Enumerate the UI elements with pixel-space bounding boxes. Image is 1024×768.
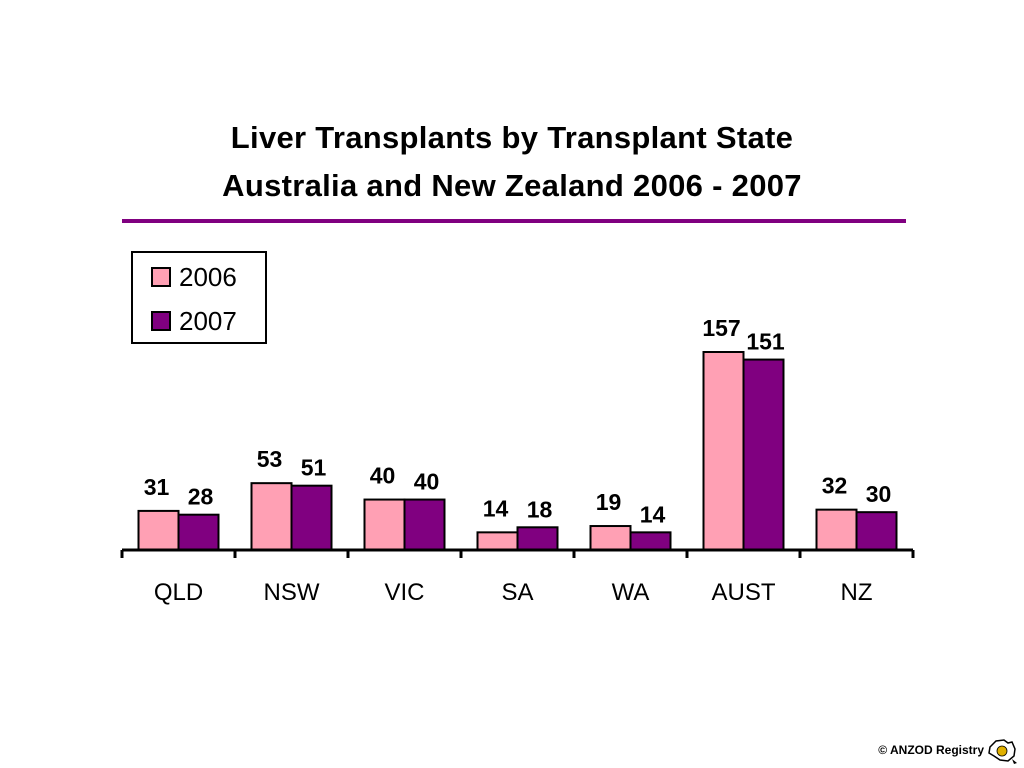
title-divider — [122, 219, 906, 223]
data-label-vic-2006: 40 — [370, 463, 396, 489]
x-tick-label-vic: VIC — [384, 579, 424, 606]
x-tick-label-sa: SA — [501, 579, 533, 606]
bar-wa-2007 — [629, 531, 672, 551]
legend-item-2007: 2007 — [151, 305, 237, 336]
bar-aust-2007 — [742, 358, 785, 551]
chart-title-line1: Liver Transplants by Transplant State — [230, 120, 794, 155]
bar-sa-2006 — [476, 531, 519, 551]
data-label-sa-2006: 14 — [483, 495, 509, 521]
bar-vic-2006 — [363, 498, 406, 551]
bar-qld-2007 — [177, 513, 220, 552]
data-label-aust-2007: 151 — [746, 329, 785, 355]
legend-label-2007: 2007 — [179, 305, 237, 336]
bar-sa-2007 — [516, 526, 559, 552]
data-label-wa-2007: 14 — [640, 501, 666, 527]
bar-wa-2006 — [589, 525, 632, 551]
copyright-text: © ANZOD Registry — [878, 743, 984, 757]
x-tick-label-nsw: NSW — [264, 579, 320, 606]
bar-nsw-2007 — [290, 484, 333, 551]
anzod-logo-icon — [988, 739, 1017, 764]
data-label-vic-2007: 40 — [414, 469, 440, 495]
legend-label-2006: 2006 — [179, 261, 237, 292]
bar-nsw-2006 — [250, 482, 293, 552]
x-tick-label-qld: QLD — [154, 579, 203, 606]
legend-item-2006: 2006 — [151, 261, 237, 292]
bar-nz-2006 — [815, 508, 858, 551]
chart-legend: 2006 2007 — [131, 251, 267, 344]
chart-title-line2: Australia and New Zealand 2006 - 2007 — [222, 168, 802, 203]
x-tick-label-aust: AUST — [711, 579, 775, 606]
legend-swatch-2007 — [151, 311, 171, 331]
data-label-nsw-2006: 53 — [257, 446, 283, 472]
data-label-qld-2007: 28 — [188, 484, 214, 510]
bar-vic-2007 — [403, 498, 446, 551]
legend-swatch-2006 — [151, 267, 171, 287]
bar-nz-2007 — [855, 511, 898, 551]
bar-aust-2006 — [702, 351, 745, 551]
data-label-nsw-2007: 51 — [301, 455, 327, 481]
x-tick-label-wa: WA — [612, 579, 650, 606]
x-tick-label-nz: NZ — [841, 579, 873, 606]
data-label-sa-2007: 18 — [527, 496, 553, 522]
data-label-nz-2007: 30 — [866, 481, 892, 507]
bar-qld-2006 — [137, 509, 180, 551]
data-label-nz-2006: 32 — [822, 473, 848, 499]
data-label-qld-2006: 31 — [144, 474, 170, 500]
data-label-aust-2006: 157 — [702, 315, 740, 341]
data-label-wa-2006: 19 — [596, 489, 622, 515]
